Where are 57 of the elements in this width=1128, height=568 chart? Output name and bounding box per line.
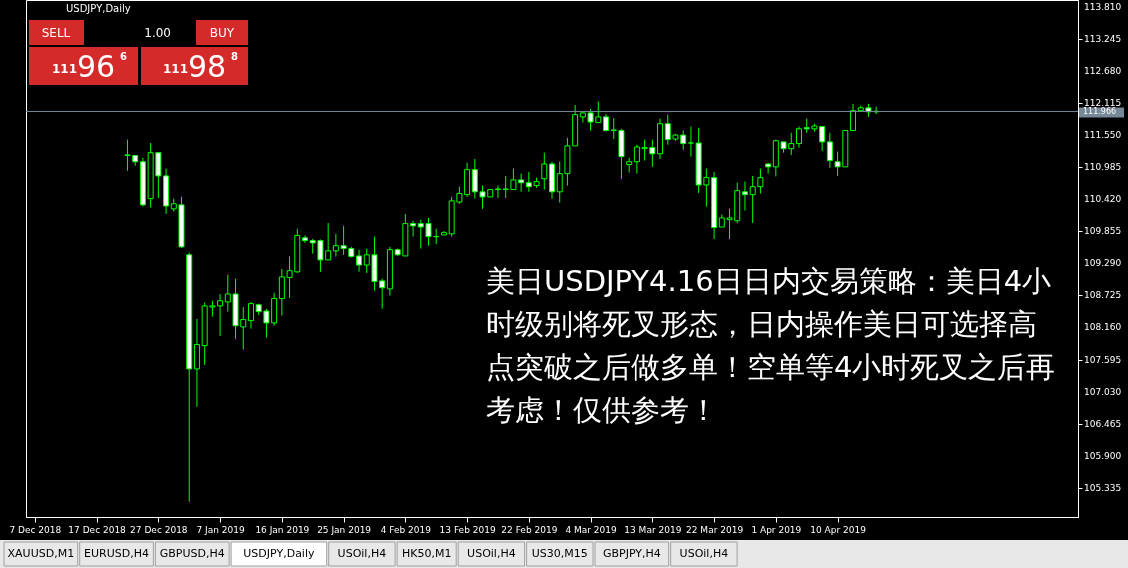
x-tick-label: 4 Mar 2019 <box>565 524 618 535</box>
annotation: SELL <box>41 26 71 40</box>
candlestick <box>247 301 254 330</box>
y-tick-label: 109.855 <box>1084 226 1122 237</box>
candlestick <box>494 185 501 199</box>
x-tick-label: 4 Feb 2019 <box>380 524 432 535</box>
annotation: 美日USDJPY4.16日日内交易策略：美日4小时级别将死叉形态，日内操作美日可选择高点突破之后做多单！空单等4小时死叉之后再考虑！仅供参考！ <box>486 264 1056 427</box>
candlestick <box>741 181 748 212</box>
x-tick-label: 16 Jan 2019 <box>255 524 310 535</box>
candlestick <box>850 103 857 132</box>
candlestick <box>356 249 363 273</box>
candlestick <box>826 132 833 169</box>
x-tick-label: 10 Apr 2019 <box>810 524 867 535</box>
x-tick-label: 13 Mar 2019 <box>624 524 682 535</box>
y-tick-label: 110.985 <box>1084 162 1122 173</box>
y-tick-label: 108.725 <box>1084 290 1122 301</box>
x-tick-label: 1 Apr 2019 <box>751 524 802 535</box>
y-tick-label: 112.680 <box>1084 65 1122 76</box>
x-tick-label: 17 Dec 2018 <box>68 524 127 535</box>
candlestick <box>687 126 694 158</box>
text: GBPJPY,H4 <box>602 547 661 560</box>
annotation: 1.00 <box>144 26 171 40</box>
y-tick-label: 108.160 <box>1084 322 1122 333</box>
x-tick-label: 7 Jan 2019 <box>196 524 245 535</box>
y-tick-label: 113.245 <box>1084 33 1122 44</box>
x-tick-label: 22 Feb 2019 <box>501 524 558 535</box>
text: EURUSD,H4 <box>84 547 150 560</box>
text: USOil,H4 <box>679 547 729 560</box>
annotation: BUY <box>209 26 235 40</box>
text: USDJPY,Daily <box>243 547 315 560</box>
x-tick-label: 13 Feb 2019 <box>439 524 496 535</box>
y-tick-label: 106.465 <box>1084 418 1122 429</box>
text: USOil,H4 <box>467 547 516 560</box>
text: US30,M15 <box>531 547 588 560</box>
text: GBPUSD,H4 <box>159 547 225 560</box>
y-tick-label: 113.810 <box>1084 1 1122 12</box>
x-tick-label: 7 Dec 2018 <box>9 524 62 535</box>
x-tick-label: 25 Jan 2019 <box>317 524 372 535</box>
chart-title: USDJPY,Daily <box>66 3 131 14</box>
y-tick-label: 110.420 <box>1084 194 1122 205</box>
text: XAUUSD,M1 <box>7 547 75 560</box>
y-tick-label: 107.595 <box>1084 354 1122 365</box>
y-tick-label: 107.030 <box>1084 386 1122 397</box>
x-tick-label: 22 Mar 2019 <box>686 524 744 535</box>
candlestick <box>765 162 772 175</box>
candlestick <box>541 152 548 191</box>
y-tick-label: 112.115 <box>1084 98 1122 108</box>
x-tick-label: 27 Dec 2018 <box>130 524 188 535</box>
candlestick <box>795 126 802 149</box>
y-tick-label: 111.550 <box>1084 130 1122 141</box>
y-tick-label: 105.900 <box>1084 450 1122 461</box>
text: HK50,M1 <box>401 547 452 560</box>
candlestick <box>410 220 417 238</box>
ref-line-label: 111.966 <box>1083 107 1117 117</box>
y-tick-label: 109.290 <box>1084 258 1122 269</box>
y-tick-label: 105.335 <box>1084 482 1122 493</box>
text: USOil,H4 <box>337 547 387 560</box>
